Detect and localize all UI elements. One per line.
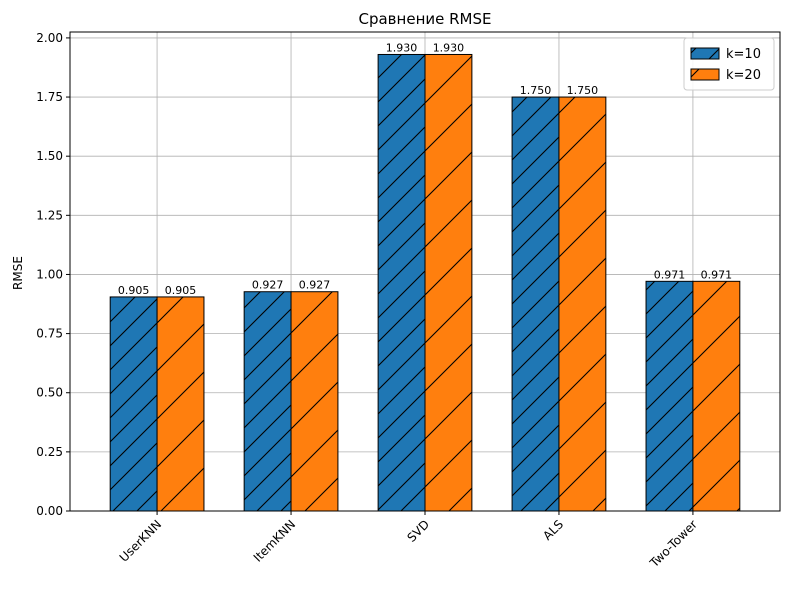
bar-value-label: 0.927	[252, 279, 284, 292]
legend-swatch	[690, 47, 720, 60]
legend-label: k=10	[726, 47, 761, 62]
bar-value-label: 1.930	[386, 41, 418, 54]
bar-k=10-SVD	[377, 53, 426, 512]
y-tick-label: 1.75	[36, 90, 63, 104]
x-tick-label: Two-Tower	[647, 517, 701, 571]
bar-value-label: 1.750	[567, 84, 599, 97]
y-tick-label: 1.25	[36, 208, 63, 222]
y-tick-label: 0.50	[36, 386, 63, 400]
x-tick-label: ALS	[540, 517, 566, 543]
bar-value-label: 0.905	[118, 284, 150, 297]
x-tick-label: ItemKNN	[251, 517, 298, 564]
x-tick-label: SVD	[404, 517, 432, 545]
y-tick-label: 0.25	[36, 445, 63, 459]
bar-k=10-Two-Tower	[645, 280, 694, 512]
y-tick-label: 1.00	[36, 267, 63, 281]
x-tick-label: UserKNN	[117, 517, 165, 565]
y-tick-label: 0.75	[36, 327, 63, 341]
bar-value-label: 0.971	[701, 268, 733, 281]
y-tick-label: 1.50	[36, 149, 63, 163]
bars	[109, 53, 741, 512]
bar-k=20-Two-Tower	[692, 280, 741, 512]
y-tick-label: 0.00	[36, 504, 63, 518]
value-labels: 0.905 0.927 1.930 1.750 0.971 0.905 0.927 1.930…	[118, 41, 732, 296]
legend: k=10 k=20	[683, 37, 775, 91]
bar-value-label: 0.927	[299, 279, 331, 292]
bar-value-label: 0.971	[654, 268, 686, 281]
bar-k=20-ALS	[558, 96, 607, 512]
bar-k=20-SVD	[424, 53, 473, 512]
chart-title: Сравнение RMSE	[359, 10, 492, 28]
bar-k=10-ItemKNN	[243, 291, 292, 512]
bar-value-label: 1.930	[433, 41, 465, 54]
legend-label: k=20	[726, 68, 761, 83]
y-tick-label: 2.00	[36, 31, 63, 45]
bar-k=10-ALS	[511, 96, 560, 512]
y-axis-label: RMSE	[11, 256, 25, 290]
bar-value-label: 1.750	[520, 84, 552, 97]
legend-swatch	[690, 68, 720, 81]
bar-k=20-UserKNN	[156, 296, 205, 512]
bar-k=20-ItemKNN	[290, 291, 339, 512]
bar-k=10-UserKNN	[109, 296, 158, 512]
bar-value-label: 0.905	[165, 284, 197, 297]
